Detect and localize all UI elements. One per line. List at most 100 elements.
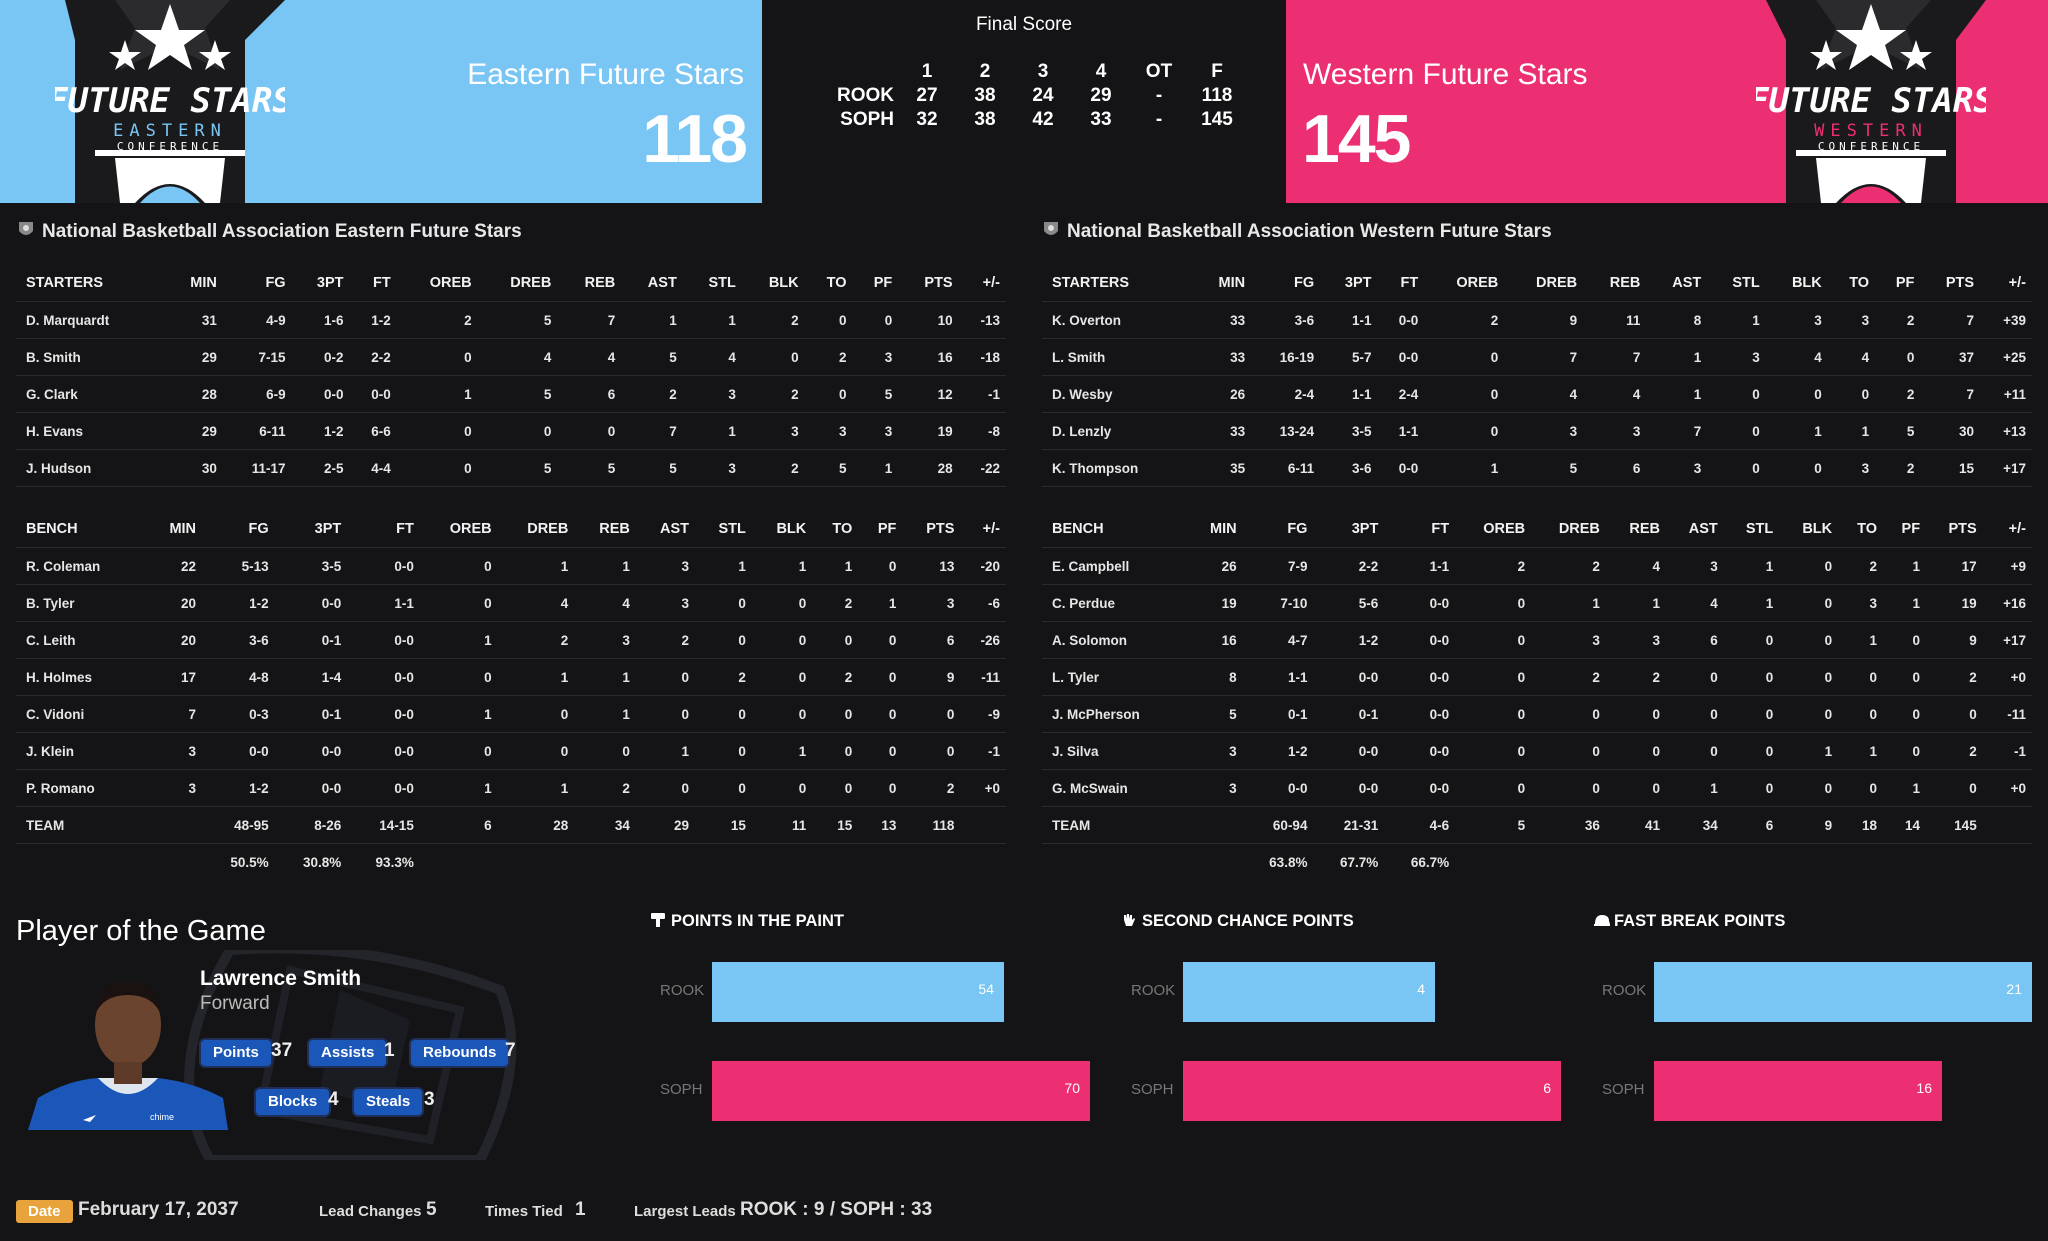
stat-cell: 3 bbox=[1605, 621, 1666, 659]
east-logo-sub: EASTERN bbox=[113, 121, 227, 141]
stat-cell: +13 bbox=[1980, 412, 2032, 450]
player-name-cell: B. Smith bbox=[16, 338, 165, 376]
stat-cell: 1 bbox=[1779, 732, 1839, 770]
player-name-cell: D. Marquardt bbox=[16, 301, 165, 339]
stat-cell: 0 bbox=[1779, 695, 1839, 733]
nba-crest-icon bbox=[18, 221, 34, 239]
stat-cell bbox=[1188, 806, 1243, 844]
section-label: STARTERS bbox=[1042, 264, 1194, 302]
west-box-title-text: National Basketball Association Western … bbox=[1067, 221, 1552, 242]
stat-cell: 1 bbox=[396, 375, 478, 413]
stat-cell: 0-0 bbox=[347, 769, 420, 807]
stat-cell: 93.3% bbox=[375, 854, 414, 870]
stat-cell: 0 bbox=[1779, 547, 1839, 585]
line-value: 42 bbox=[1032, 109, 1054, 130]
stat-cell: 1-2 bbox=[291, 412, 350, 450]
stat-cell: 3 bbox=[635, 547, 696, 585]
stat-cell: 2-4 bbox=[1251, 375, 1321, 413]
stat-cell: 3 bbox=[682, 449, 742, 487]
column-header: REB bbox=[1605, 510, 1666, 548]
stat-cell: 17 bbox=[1926, 547, 1983, 585]
stat-cell: 1 bbox=[419, 769, 498, 807]
line-score-table: 1 2 3 4 OT F ROOK 27 38 24 29 - 118 SOPH… bbox=[824, 60, 1246, 132]
stat-cell: 3 bbox=[1188, 732, 1243, 770]
column-header: FG bbox=[222, 264, 292, 302]
player-position: Forward bbox=[200, 993, 270, 1014]
column-header: DREB bbox=[1504, 264, 1584, 302]
stat-cell: 16 bbox=[1188, 621, 1243, 659]
column-header: PF bbox=[852, 264, 899, 302]
stat-cell: 0 bbox=[1424, 375, 1505, 413]
column-header: PTS bbox=[902, 510, 961, 548]
stat-cell: 0 bbox=[1779, 584, 1839, 622]
stat-cell bbox=[902, 844, 960, 881]
stat-cell bbox=[146, 844, 202, 881]
stat-cell: 0 bbox=[751, 769, 813, 807]
player-name-cell: J. McPherson bbox=[1042, 695, 1189, 733]
stat-cell: 0-1 bbox=[274, 621, 348, 659]
section-label: BENCH bbox=[1042, 510, 1189, 548]
stat-cell: 0 bbox=[1765, 375, 1828, 413]
stat-cell: 26 bbox=[1193, 375, 1252, 413]
line-value: 24 bbox=[1032, 85, 1054, 106]
stat-cell: 0 bbox=[858, 621, 903, 659]
stat-cell: 0 bbox=[635, 695, 696, 733]
stat-cell: 0-0 bbox=[274, 732, 348, 770]
table-row: B. Smith 29 7-15 0-2 2-2 0 4 4 5 4 0 2 3 16 -18 bbox=[16, 338, 1006, 376]
stat-cell: 0 bbox=[902, 695, 961, 733]
stat-cell: 34 bbox=[1665, 806, 1724, 844]
stat-cell: 1 bbox=[1424, 449, 1505, 487]
stat-cell bbox=[1188, 844, 1242, 881]
stat-cell bbox=[695, 844, 752, 881]
bar-category-label: ROOK bbox=[1131, 982, 1176, 999]
stat-cell: 0 bbox=[1455, 584, 1532, 622]
stat-cell: 0 bbox=[1424, 338, 1505, 376]
line-value: 145 bbox=[1201, 109, 1233, 130]
section-label: BENCH bbox=[16, 510, 147, 548]
stat-cell: 33 bbox=[1193, 412, 1252, 450]
stat-cell: 0 bbox=[751, 621, 813, 659]
stat-cell: 3 bbox=[852, 338, 899, 376]
stat-cell: 5 bbox=[621, 449, 683, 487]
line-value: 32 bbox=[916, 109, 938, 130]
final-score-label: Final Score bbox=[975, 14, 1073, 35]
stat-cell: +0 bbox=[960, 769, 1006, 807]
stat-cell: 7 bbox=[1583, 338, 1647, 376]
stat-cell: 4-7 bbox=[1242, 621, 1314, 659]
column-header: STL bbox=[695, 510, 752, 548]
stat-cell: 0-0 bbox=[274, 769, 348, 807]
stat-cell bbox=[420, 844, 498, 881]
table-row: A. Solomon 16 4-7 1-2 0-0 0 3 3 6 0 0 1 0 9 +17 bbox=[1042, 621, 2032, 659]
column-header: BLK bbox=[741, 264, 805, 302]
stat-cell: 2 bbox=[1875, 375, 1921, 413]
stat-cell: 3-5 bbox=[274, 547, 348, 585]
line-value: - bbox=[1155, 85, 1163, 106]
stat-cell: 1 bbox=[419, 695, 498, 733]
stat-cell: 2 bbox=[396, 301, 478, 339]
stat-cell: 5 bbox=[1188, 695, 1243, 733]
stat-cell: -22 bbox=[958, 449, 1006, 487]
stat-cell: 0 bbox=[741, 338, 805, 376]
stat-cell: 17 bbox=[146, 658, 203, 696]
stat-cell: 2 bbox=[1926, 732, 1983, 770]
stat-cell: 2 bbox=[741, 375, 805, 413]
bar-value-label: 21 bbox=[2006, 981, 2022, 997]
player-name-cell: B. Tyler bbox=[16, 584, 147, 622]
column-header: OREB bbox=[1455, 510, 1532, 548]
table-row: H. Evans 29 6-11 1-2 6-6 0 0 0 7 1 3 3 3 19 -8 bbox=[16, 412, 1006, 450]
stat-cell: 2 bbox=[1875, 449, 1921, 487]
stat-cell: 33 bbox=[1193, 338, 1252, 376]
table-row: P. Romano 3 1-2 0-0 0-0 1 1 2 0 0 0 0 0 2 +0 bbox=[16, 769, 1006, 807]
column-header: PF bbox=[1883, 510, 1927, 548]
column-header: TO bbox=[1827, 264, 1876, 302]
column-header: FT bbox=[349, 264, 397, 302]
stat-cell: 3 bbox=[1504, 412, 1584, 450]
final-score-panel: Final Score 1 2 3 4 OT F ROOK 27 38 24 2… bbox=[762, 0, 1286, 203]
sneaker-icon bbox=[1593, 912, 1610, 928]
table-row: G. McSwain 3 0-0 0-0 0-0 0 0 0 1 0 0 0 1 0 +0 bbox=[1042, 769, 2032, 807]
stat-cell: 0-0 bbox=[347, 547, 420, 585]
stat-cell: -6 bbox=[960, 584, 1006, 622]
stat-cell: 0 bbox=[635, 769, 696, 807]
stat-cell: +39 bbox=[1980, 301, 2032, 339]
west-logo: FUTURE STARS WESTERN CONFERENCE bbox=[1748, 0, 1994, 203]
